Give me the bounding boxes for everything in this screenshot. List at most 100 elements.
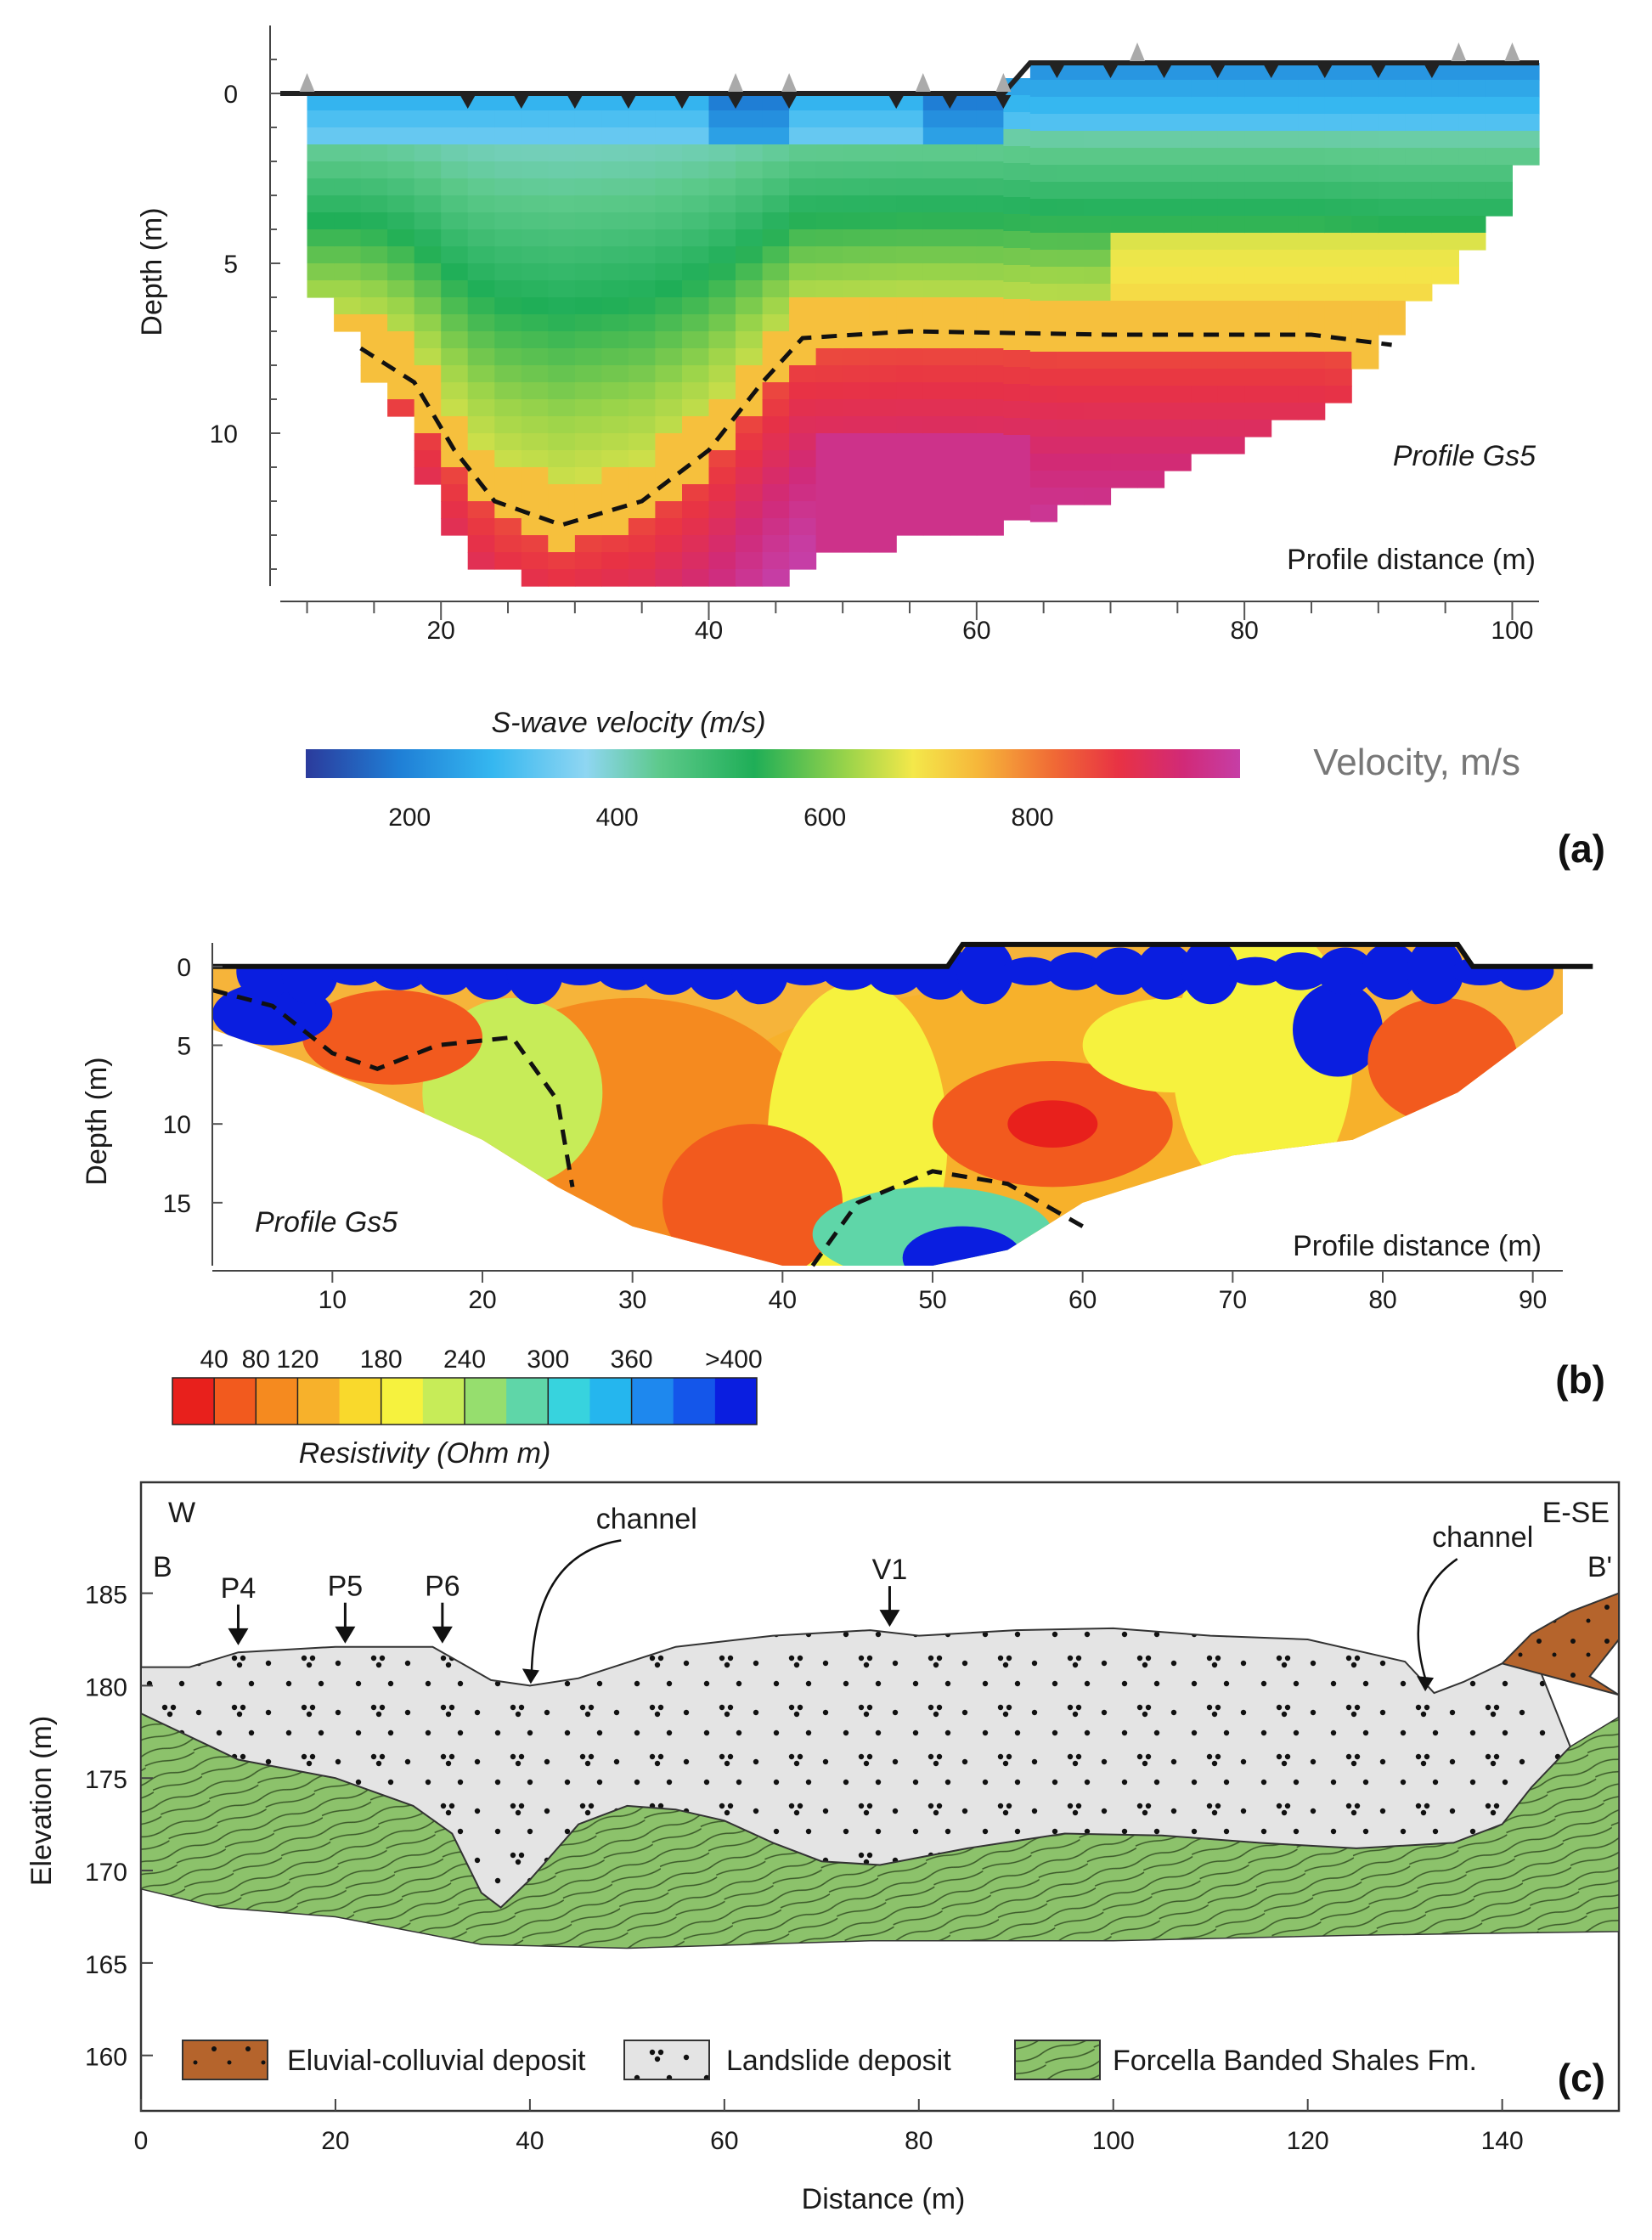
- velocity-cell: [762, 535, 790, 553]
- velocity-cell: [548, 161, 576, 179]
- velocity-cell: [1029, 318, 1057, 336]
- velocity-cell: [950, 501, 978, 519]
- panel-c-markers: P4 P5 P6 V1: [221, 1554, 907, 1645]
- velocity-cell: [494, 535, 522, 553]
- velocity-cell: [307, 246, 335, 264]
- velocity-cell: [601, 552, 629, 570]
- velocity-cell: [1324, 97, 1352, 115]
- velocity-cell: [1137, 284, 1165, 302]
- velocity-cell: [976, 212, 1004, 230]
- velocity-cell: [601, 297, 629, 315]
- velocity-cell: [628, 246, 656, 264]
- velocity-cell: [1164, 301, 1192, 319]
- velocity-cell: [682, 127, 710, 145]
- velocity-cell: [1271, 369, 1299, 386]
- velocity-cell: [1137, 369, 1165, 386]
- velocity-cell: [1110, 369, 1138, 386]
- velocity-cell: [950, 93, 978, 111]
- velocity-cell: [1217, 233, 1245, 251]
- velocity-cell: [1244, 318, 1272, 336]
- velocity-cell: [736, 365, 764, 383]
- velocity-cell: [521, 484, 549, 502]
- velocity-cell: [815, 535, 843, 553]
- velocity-cell: [843, 93, 871, 111]
- velocity-cell: [1324, 284, 1352, 302]
- panel-c-y-tick-label: 175: [85, 1766, 127, 1794]
- velocity-cell: [1244, 335, 1272, 353]
- velocity-cell: [736, 127, 764, 145]
- velocity-cell: [736, 433, 764, 451]
- velocity-cell: [950, 399, 978, 417]
- velocity-cell: [869, 399, 897, 417]
- velocity-cell: [467, 195, 495, 213]
- velocity-cell: [1244, 199, 1272, 217]
- velocity-cell: [628, 501, 656, 519]
- velocity-cell: [815, 416, 843, 434]
- velocity-cell: [467, 365, 495, 383]
- velocity-cell: [1164, 318, 1192, 336]
- velocity-cell: [815, 212, 843, 230]
- velocity-cell: [360, 280, 388, 298]
- velocity-cell: [976, 195, 1004, 213]
- velocity-cell: [1164, 182, 1192, 200]
- velocity-cell: [1137, 471, 1165, 488]
- velocity-cell: [1431, 250, 1459, 268]
- velocity-cell: [896, 501, 924, 519]
- velocity-cell: [736, 467, 764, 485]
- velocity-cell: [896, 127, 924, 145]
- velocity-cell: [1003, 452, 1031, 470]
- velocity-cell: [950, 348, 978, 366]
- velocity-cell: [441, 110, 469, 128]
- velocity-cell: [682, 484, 710, 502]
- velocity-cell: [467, 212, 495, 230]
- velocity-cell: [682, 297, 710, 315]
- velocity-cell: [1271, 63, 1299, 81]
- velocity-cell: [1244, 369, 1272, 386]
- velocity-cell: [736, 501, 764, 519]
- velocity-cell: [950, 263, 978, 281]
- velocity-cell: [1485, 182, 1513, 200]
- velocity-cell: [789, 382, 817, 400]
- geophone-marker: [460, 95, 476, 109]
- velocity-cell: [950, 161, 978, 179]
- velocity-cell: [869, 297, 897, 315]
- velocity-cell: [1191, 216, 1219, 234]
- velocity-cell: [628, 127, 656, 145]
- velocity-cell: [736, 161, 764, 179]
- velocity-cell: [494, 552, 522, 570]
- velocity-cell: [601, 518, 629, 536]
- panel-b-x-tick-label: 50: [918, 1286, 946, 1314]
- velocity-cell: [1191, 386, 1219, 403]
- velocity-cell: [869, 467, 897, 485]
- velocity-cell: [1431, 165, 1459, 183]
- velocity-cell: [708, 535, 736, 553]
- source-marker: [915, 73, 931, 92]
- velocity-cell: [548, 314, 576, 332]
- velocity-cell: [307, 212, 335, 230]
- velocity-cell: [387, 110, 415, 128]
- velocity-cell: [708, 161, 736, 179]
- resistivity-colorbar-tick: 80: [242, 1346, 270, 1374]
- panel-a-x-tick-label: 80: [1230, 617, 1258, 645]
- velocity-cell: [655, 263, 683, 281]
- resistivity-colorbar-swatch: [631, 1378, 674, 1425]
- velocity-cell: [1084, 420, 1112, 437]
- velocity-cell: [1164, 420, 1192, 437]
- velocity-cell: [1029, 182, 1057, 200]
- velocity-cell: [1084, 233, 1112, 251]
- velocity-cell: [494, 348, 522, 366]
- velocity-cell: [762, 127, 790, 145]
- velocity-cell: [1217, 97, 1245, 115]
- velocity-cell: [1191, 182, 1219, 200]
- velocity-cell: [521, 246, 549, 264]
- velocity-cell: [1271, 182, 1299, 200]
- velocity-cell: [843, 399, 871, 417]
- velocity-cell: [467, 297, 495, 315]
- velocity-cell: [1084, 114, 1112, 132]
- velocity-cell: [922, 331, 950, 349]
- velocity-cell: [1003, 350, 1031, 368]
- velocity-cell: [655, 450, 683, 468]
- velocity-cell: [1298, 199, 1326, 217]
- velocity-cell: [1137, 165, 1165, 183]
- velocity-cell: [655, 552, 683, 570]
